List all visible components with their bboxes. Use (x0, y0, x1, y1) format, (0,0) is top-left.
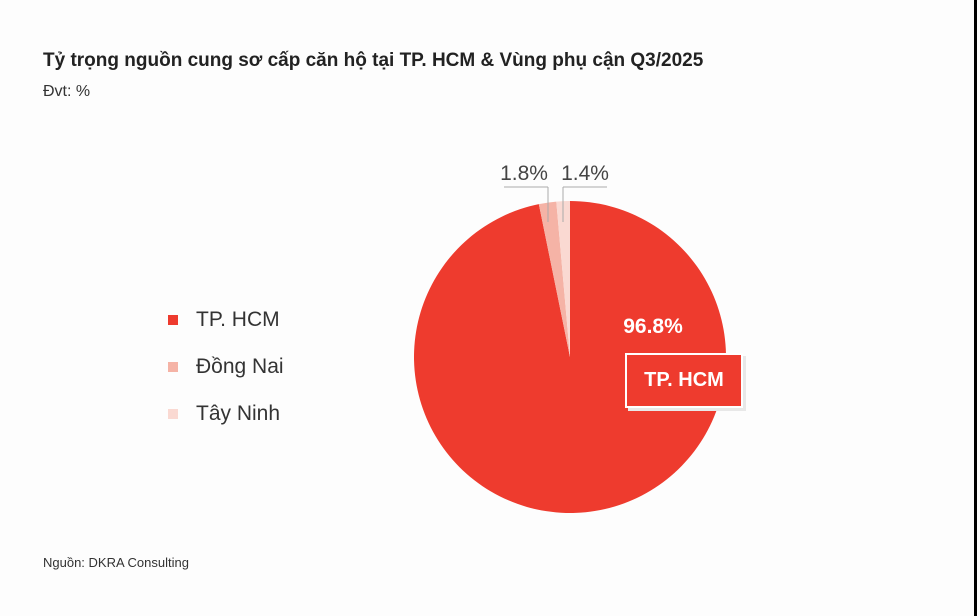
data-label-hcm: 96.8% (623, 315, 683, 338)
data-label-tay-ninh: 1.4% (561, 162, 609, 185)
data-label-dong-nai: 1.8% (500, 162, 548, 185)
legend-label: Đồng Nai (196, 354, 284, 378)
right-edge-bar (974, 0, 977, 616)
chart-unit: Đvt: % (43, 83, 91, 100)
legend-swatch (168, 314, 178, 325)
callout-label: TP. HCM (644, 369, 724, 391)
legend-swatch (168, 361, 178, 372)
legend-swatch (168, 408, 178, 419)
legend: TP. HCM Đồng Nai Tây Ninh (168, 296, 284, 437)
legend-item-hcm: TP. HCM (168, 296, 284, 343)
legend-label: TP. HCM (196, 307, 280, 331)
legend-item-tay-ninh: Tây Ninh (168, 390, 284, 437)
chart-title: Tỷ trọng nguồn cung sơ cấp căn hộ tại TP… (43, 50, 704, 71)
legend-item-dong-nai: Đồng Nai (168, 343, 284, 390)
source-note: Nguồn: DKRA Consulting (43, 555, 189, 570)
pie-slice--ng-nai (538, 201, 570, 357)
legend-label: Tây Ninh (196, 401, 281, 425)
pie-slice-t-y-ninh (556, 201, 570, 357)
callout-hcm: TP. HCM (625, 353, 743, 408)
